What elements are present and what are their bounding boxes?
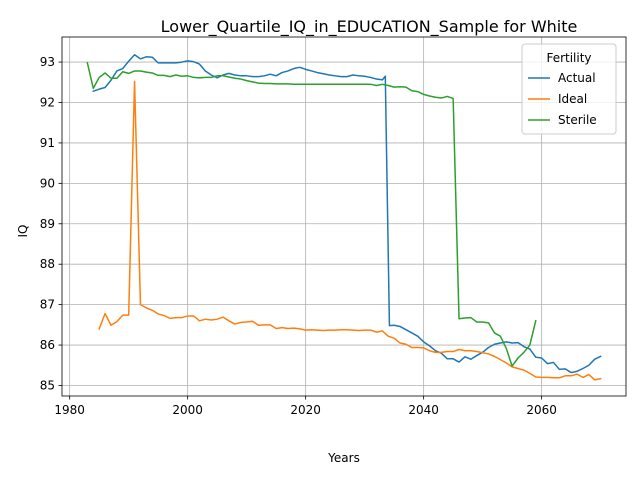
series-line-actual: [92, 54, 602, 374]
y-tick-label: 89: [40, 217, 55, 231]
x-tick-label: 2040: [408, 403, 439, 417]
series-layer: [86, 54, 602, 381]
y-tick-label: 93: [40, 55, 55, 69]
series-line-sterile: [86, 61, 537, 367]
x-tick-label: 2000: [172, 403, 203, 417]
y-tick-label: 85: [40, 378, 55, 392]
legend-label-actual: Actual: [558, 71, 596, 85]
chart-title: Lower_Quartile_IQ_in_EDUCATION_Sample fo…: [161, 17, 578, 37]
y-tick-label: 91: [40, 136, 55, 150]
legend-label-ideal: Ideal: [558, 92, 587, 106]
y-tick-label: 88: [40, 257, 55, 271]
y-tick-label: 87: [40, 298, 55, 312]
x-axis-label: Years: [327, 451, 360, 465]
y-tick-label: 86: [40, 338, 55, 352]
y-axis-label: IQ: [16, 225, 30, 238]
x-tick-label: 2020: [290, 403, 321, 417]
x-tick-label: 2060: [526, 403, 557, 417]
legend-box: [521, 43, 617, 135]
y-axis-ticks: 85 86 87 88 89 90 91 92 93: [40, 55, 62, 392]
y-tick-label: 90: [40, 176, 55, 190]
y-tick-label: 92: [40, 95, 55, 109]
legend-entries: Actual Ideal Sterile: [528, 71, 597, 127]
plot-frame: [61, 36, 627, 397]
x-tick-label: 1980: [54, 403, 85, 417]
series-line-ideal: [98, 80, 602, 381]
legend-label-sterile: Sterile: [558, 113, 597, 127]
grid-lines: [62, 37, 626, 396]
legend: Fertility Actual Ideal Sterile: [521, 43, 617, 135]
x-axis-ticks: 1980 2000 2020 2040 2060: [54, 396, 557, 417]
legend-title: Fertility: [546, 51, 591, 65]
